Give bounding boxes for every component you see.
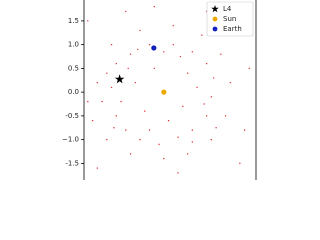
asteroid-point bbox=[153, 5, 156, 8]
asteroid-point bbox=[239, 162, 241, 165]
legend-marker bbox=[212, 26, 218, 32]
asteroid-point bbox=[172, 43, 175, 46]
asteroid-point bbox=[224, 115, 227, 117]
asteroid-point bbox=[101, 100, 103, 103]
chart: -1.5 −1.0 -0.5 0.0 0.5 1.0 1.5 L4 Sun Earth bbox=[62, 0, 257, 180]
asteroid-point bbox=[167, 119, 170, 122]
y-tick-label: 1.0 bbox=[68, 41, 79, 49]
asteroid-point bbox=[210, 96, 213, 98]
asteroid-point bbox=[186, 72, 189, 74]
point bbox=[151, 45, 157, 51]
legend-marker bbox=[211, 5, 219, 13]
asteroid-point bbox=[172, 24, 175, 27]
asteroid-point bbox=[113, 127, 115, 129]
asteroid-point bbox=[87, 20, 89, 22]
y-tick-label: 1.5 bbox=[68, 17, 79, 25]
asteroid-point bbox=[91, 119, 94, 122]
asteroid-point bbox=[148, 129, 151, 131]
asteroid-point bbox=[182, 105, 184, 108]
asteroid-point bbox=[125, 10, 127, 13]
asteroid-point bbox=[96, 167, 99, 169]
asteroid-point bbox=[163, 51, 165, 53]
asteroid-point bbox=[179, 55, 182, 58]
asteroid-point bbox=[248, 67, 251, 70]
asteroid-point bbox=[220, 53, 222, 55]
y-tick-label: −1.0 bbox=[62, 136, 79, 144]
asteroid-point bbox=[215, 127, 217, 129]
asteroid-point bbox=[163, 157, 165, 160]
y-tick-label: 0.5 bbox=[68, 64, 79, 72]
asteroid-point bbox=[201, 34, 203, 36]
legend-label: Sun bbox=[223, 15, 236, 23]
asteroid-point bbox=[158, 143, 160, 146]
asteroid-point bbox=[191, 141, 194, 143]
legend-marker bbox=[212, 16, 218, 22]
y-tick-label: -1.5 bbox=[65, 159, 79, 167]
asteroid-point bbox=[186, 153, 189, 155]
point bbox=[161, 89, 167, 95]
star-marker bbox=[114, 74, 125, 84]
asteroid-point bbox=[139, 29, 141, 32]
asteroid-point bbox=[153, 67, 156, 70]
asteroid-point bbox=[129, 153, 132, 155]
asteroid-point bbox=[196, 86, 198, 89]
asteroid-point bbox=[106, 138, 108, 141]
asteroid-point bbox=[243, 129, 246, 131]
asteroid-point bbox=[110, 86, 113, 89]
legend-box bbox=[206, 1, 254, 37]
asteroid-point bbox=[191, 129, 194, 131]
y-tick-label: -0.5 bbox=[65, 112, 79, 120]
asteroid-point bbox=[115, 115, 118, 117]
asteroid-point bbox=[106, 72, 108, 74]
asteroid-point bbox=[191, 51, 194, 53]
asteroid-point bbox=[127, 67, 129, 70]
asteroid-point bbox=[134, 81, 137, 84]
asteroid-point bbox=[203, 103, 205, 105]
asteroid-point bbox=[213, 77, 215, 79]
asteroid-point bbox=[96, 81, 99, 84]
legend-label: L4 bbox=[223, 5, 232, 13]
asteroid-point bbox=[229, 81, 232, 84]
asteroid-point bbox=[205, 62, 208, 65]
asteroid-point bbox=[205, 115, 208, 117]
asteroid-point bbox=[115, 62, 118, 65]
asteroid-point bbox=[125, 129, 127, 131]
legend-label: Earth bbox=[223, 25, 242, 33]
asteroid-point bbox=[210, 138, 213, 141]
asteroid-point bbox=[136, 48, 139, 51]
asteroid-point bbox=[87, 100, 89, 103]
asteroid-point bbox=[144, 110, 146, 112]
asteroid-point bbox=[129, 53, 132, 55]
asteroid-point bbox=[110, 43, 113, 46]
asteroid-point bbox=[139, 138, 141, 141]
y-tick-label: 0.0 bbox=[68, 88, 79, 96]
asteroid-point bbox=[148, 43, 151, 46]
asteroid-point bbox=[177, 136, 179, 138]
asteroid-point bbox=[120, 100, 122, 103]
page: {"chart_data": {"type": "scatter", "xlim… bbox=[62, 0, 257, 180]
asteroid-point bbox=[177, 172, 179, 174]
